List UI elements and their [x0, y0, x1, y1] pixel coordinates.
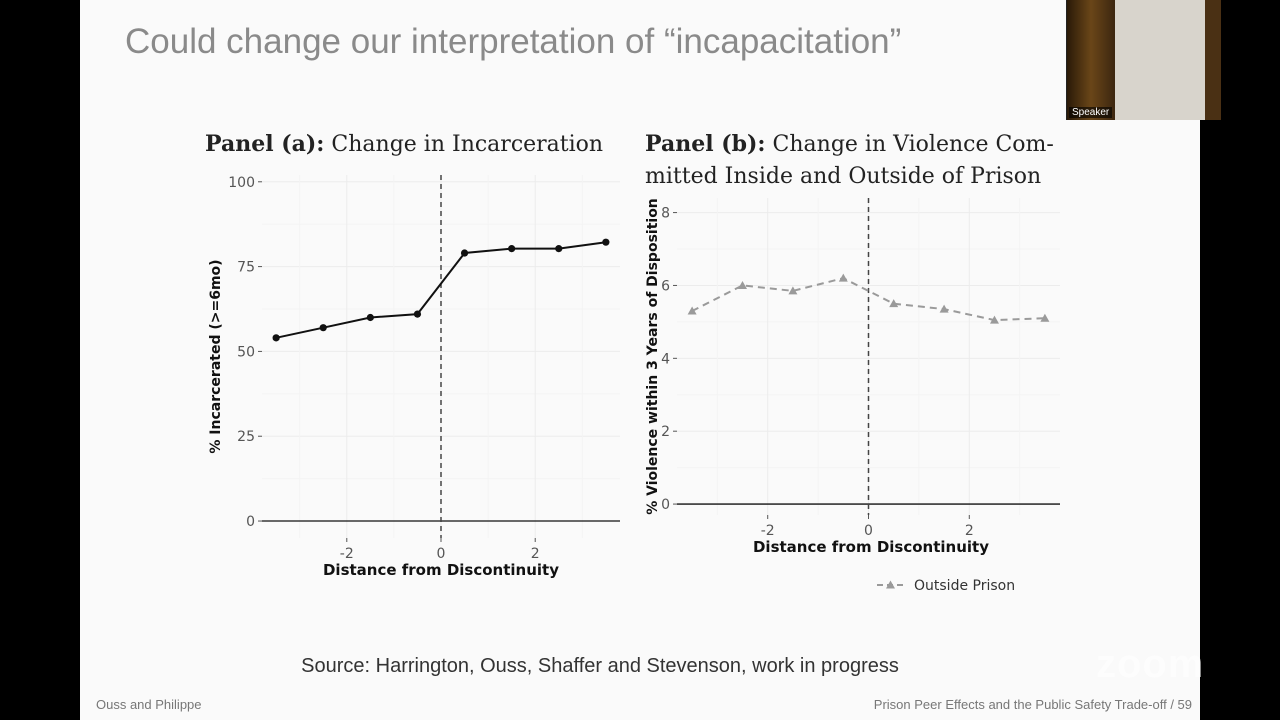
panel-a-title-text: Change in Incarceration [331, 132, 604, 157]
video-background [1067, 0, 1115, 120]
panel-a-x-tick-label: 0 [437, 546, 446, 562]
panel-b-data-point [687, 306, 697, 315]
panel-a-label: Panel (a): [205, 131, 325, 157]
panel-b-y-axis-label: % Violence within 3 Years of Disposition [645, 198, 661, 515]
panel-b-data-point [939, 304, 949, 313]
panel-a-data-point [272, 334, 280, 342]
panel-a-title: Panel (a): Change in Incarceration [205, 128, 603, 161]
panel-b-title-line1: Change in Violence Com- [772, 132, 1054, 157]
panel-a-y-tick-label: 0 [246, 514, 255, 530]
panel-b-data-point [889, 299, 899, 308]
panel-a-data-point [366, 313, 374, 322]
video-projection-screen [1115, 0, 1205, 120]
panel-b-legend-label: Outside Prison [914, 578, 1015, 594]
slide-title: Could change our interpretation of “inca… [125, 22, 902, 61]
footer-talk-title-page: Prison Peer Effects and the Public Safet… [873, 697, 1192, 712]
panel-b-title: Panel (b): Change in Violence Com- mitte… [645, 128, 1085, 193]
panel-a-y-tick-label: 25 [237, 429, 255, 445]
panel-b-series-line [691, 277, 1045, 322]
panel-b-y-tick-label: 0 [661, 497, 670, 513]
panel-a-data-point [460, 249, 469, 257]
video-frame [1205, 0, 1221, 120]
panel-b-y-tick-label: 8 [661, 206, 670, 222]
panel-a-series-line [275, 241, 607, 339]
panel-b-data-point [1040, 313, 1050, 322]
panel-b-label: Panel (b): [645, 131, 766, 157]
panel-b-y-tick-label: 2 [661, 424, 670, 440]
panel-b-data-point [788, 286, 798, 295]
panel-a-y-tick-label: 75 [237, 260, 255, 276]
panel-a-data-point [413, 310, 422, 318]
panel-b-x-tick-label: -2 [761, 523, 775, 539]
panel-a-x-tick-label: 2 [531, 546, 540, 562]
panel-a-data-point [319, 324, 327, 332]
panel-a-data-point [555, 245, 563, 253]
panel-b-y-tick-label: 6 [661, 278, 670, 294]
panel-a-x-axis-label: Distance from Discontinuity [323, 561, 559, 579]
panel-a-data-point [508, 245, 516, 253]
panel-a-y-tick-label: 50 [237, 344, 255, 360]
footer-authors: Ouss and Philippe [96, 697, 202, 712]
speaker-name-label: Speaker [1069, 107, 1113, 118]
speaker-video-thumbnail[interactable]: Speaker [1066, 0, 1221, 120]
panel-b-x-axis-label: Distance from Discontinuity [753, 538, 989, 556]
panel-a-y-tick-label: 100 [228, 175, 255, 191]
panel-b-data-point [838, 273, 848, 282]
slide: Could change our interpretation of “inca… [80, 0, 1200, 720]
panel-b-title-line2: mitted Inside and Outside of Prison [645, 164, 1042, 189]
panel-a-x-tick-label: -2 [340, 546, 354, 562]
panel-b-legend-marker [886, 580, 895, 589]
panel-b-x-tick-label: 0 [864, 523, 873, 539]
panel-a-data-point [602, 238, 610, 246]
source-citation: Source: Harrington, Ouss, Shaffer and St… [301, 655, 899, 677]
panel-a-y-axis-label: % Incarcerated (>=6mo) [208, 259, 224, 453]
zoom-watermark-logo: zoom [1096, 642, 1205, 686]
panel-b-y-tick-label: 4 [661, 351, 670, 367]
panel-b-data-point [738, 280, 748, 289]
panel-b-data-point [989, 315, 999, 324]
panel-b-x-tick-label: 2 [965, 523, 974, 539]
